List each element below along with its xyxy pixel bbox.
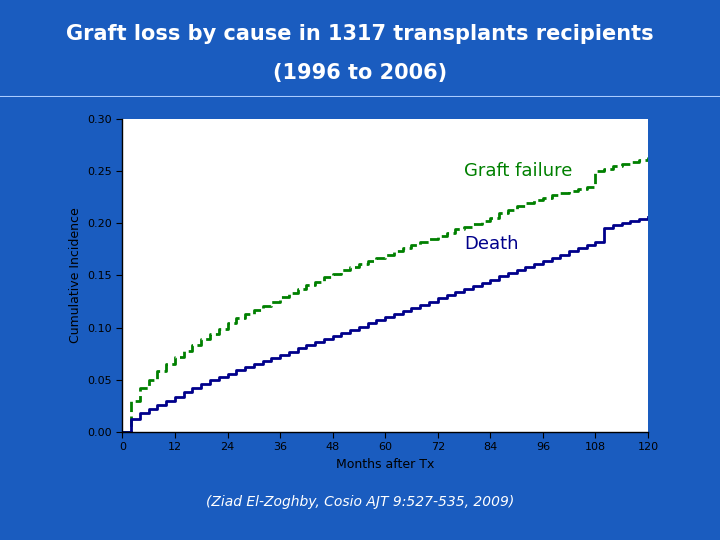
- Text: Death: Death: [464, 235, 518, 253]
- Text: Graft failure: Graft failure: [464, 162, 572, 180]
- X-axis label: Months after Tx: Months after Tx: [336, 458, 434, 471]
- Y-axis label: Cumulative Incidence: Cumulative Incidence: [68, 207, 81, 343]
- Text: Graft loss by cause in 1317 transplants recipients: Graft loss by cause in 1317 transplants …: [66, 24, 654, 44]
- Text: (Ziad El-Zoghby, Cosio AJT 9:527-535, 2009): (Ziad El-Zoghby, Cosio AJT 9:527-535, 20…: [206, 495, 514, 509]
- Text: (1996 to 2006): (1996 to 2006): [273, 63, 447, 83]
